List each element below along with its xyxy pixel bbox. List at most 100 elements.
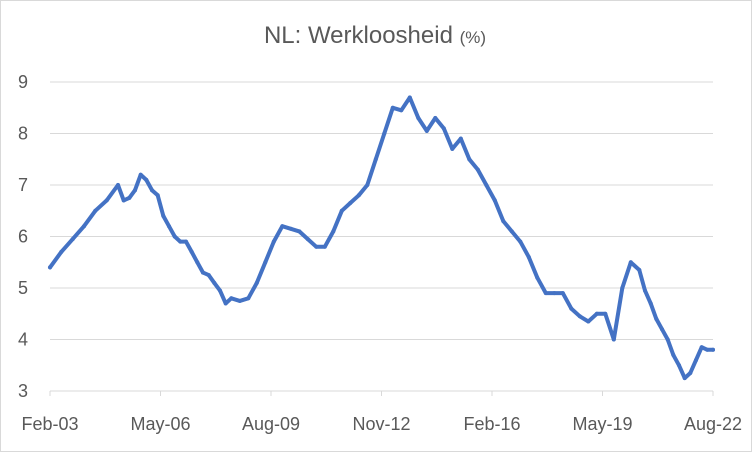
x-tick-label: Aug-09 [242, 414, 300, 434]
data-point [688, 371, 693, 375]
axes [49, 390, 714, 396]
data-point [637, 268, 642, 272]
data-point [331, 229, 336, 234]
x-tick-label: Feb-03 [21, 414, 78, 434]
data-point [711, 347, 715, 352]
data-point [104, 198, 109, 203]
data-point [195, 260, 200, 265]
data-point [348, 201, 353, 205]
data-point [322, 244, 327, 249]
data-point [121, 198, 126, 203]
y-tick-label: 5 [18, 278, 28, 298]
data-point [93, 208, 98, 213]
data-point [356, 193, 361, 198]
x-tick-labels: Feb-03 May-06 Aug-09 Nov-12 Feb-16 May-19 Aug-… [21, 414, 742, 434]
data-point [665, 337, 670, 342]
data-point [603, 311, 608, 316]
data-point [178, 239, 183, 244]
data-point [229, 296, 234, 301]
x-tick-label: May-19 [572, 414, 632, 434]
data-point [535, 275, 540, 280]
chart-title-unit: (%) [459, 28, 487, 47]
data-point [48, 265, 52, 270]
data-point [543, 291, 548, 296]
data-point [560, 291, 565, 296]
data-point [492, 198, 497, 203]
data-point [611, 337, 616, 342]
data-point [133, 188, 137, 193]
data-point [518, 239, 523, 244]
data-point [127, 195, 132, 200]
data-point [620, 286, 625, 290]
data-point [694, 358, 698, 363]
data-point [682, 376, 687, 381]
data-point [70, 237, 75, 242]
data-point [577, 314, 582, 319]
data-point [373, 157, 378, 162]
chart-title: NL: Werkloosheid (%) [0, 22, 750, 50]
data-point [144, 177, 149, 182]
data-point [586, 319, 591, 324]
data-point [526, 255, 531, 260]
data-point [218, 288, 222, 293]
data-point [399, 108, 404, 113]
data-point [254, 280, 259, 285]
data-point [433, 116, 438, 120]
data-point [671, 352, 676, 357]
data-point [305, 237, 310, 242]
data-point [59, 249, 64, 254]
data-point [206, 273, 211, 278]
data-point [116, 183, 120, 187]
data-point [212, 280, 217, 285]
data-point [82, 224, 86, 229]
data-point [484, 183, 489, 187]
data-point [699, 345, 704, 350]
data-point [628, 260, 633, 265]
data-point [314, 244, 319, 249]
data-point [167, 224, 171, 229]
x-tick-label: Nov-12 [352, 414, 410, 434]
data-point [594, 311, 599, 316]
series-line-0 [48, 95, 715, 381]
data-point [390, 105, 395, 110]
data-point [189, 249, 194, 254]
data-point [450, 146, 455, 151]
y-tick-label: 9 [18, 72, 28, 92]
data-point [246, 296, 251, 301]
data-point [407, 95, 412, 100]
data-point [705, 347, 710, 352]
data-point [150, 188, 154, 193]
data-point [458, 136, 463, 141]
data-point [237, 298, 242, 303]
data-point [155, 193, 160, 198]
data-point [416, 116, 421, 120]
data-point [161, 213, 166, 218]
data-point [201, 270, 205, 275]
data-point [271, 239, 276, 244]
x-tick-label: May-06 [130, 414, 190, 434]
data-point [569, 306, 574, 311]
data-point [660, 327, 664, 332]
y-tick-label: 8 [18, 124, 28, 144]
data-point [654, 316, 659, 321]
data-point [172, 234, 177, 239]
data-point [501, 219, 506, 224]
y-tick-labels: 3 4 5 6 7 8 9 [18, 72, 28, 401]
gridlines [50, 81, 713, 340]
data-point [552, 291, 557, 296]
data-point [467, 157, 472, 162]
data-point [382, 131, 387, 136]
data-point [677, 363, 681, 368]
x-tick-label: Feb-16 [463, 414, 520, 434]
data-point [365, 183, 370, 187]
y-tick-label: 7 [18, 175, 28, 195]
data-point [441, 126, 446, 131]
y-tick-label: 6 [18, 227, 28, 247]
data-point [643, 288, 647, 293]
chart-title-text: NL: Werkloosheid [263, 22, 453, 49]
data-point [280, 224, 285, 229]
data-point [424, 128, 429, 133]
data-point [509, 229, 514, 234]
